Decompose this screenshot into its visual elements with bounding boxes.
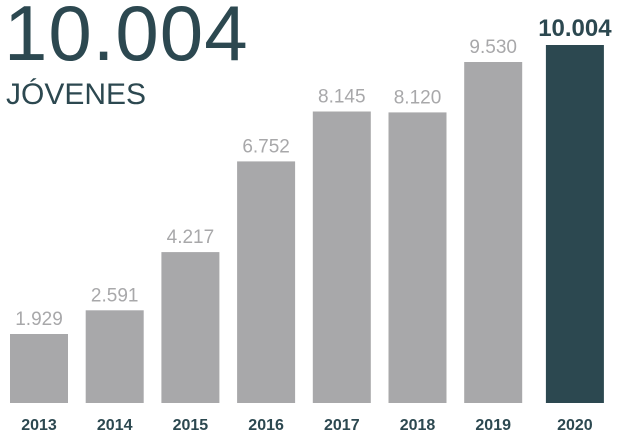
bar-2020: [545, 45, 604, 403]
x-tick-label-2014: 2014: [97, 417, 133, 432]
bar-2019: [464, 62, 523, 403]
x-tick-label-2018: 2018: [400, 417, 436, 432]
value-label-2020: 10.004: [538, 15, 612, 42]
headline-label: JÓVENES: [6, 78, 147, 111]
value-label-2017: 8.145: [318, 87, 366, 108]
value-label-2013: 1.929: [15, 309, 63, 330]
bar-2016: [237, 161, 296, 403]
value-label-2018: 8.120: [394, 87, 442, 108]
x-tick-label-2015: 2015: [173, 417, 209, 432]
x-tick-label-2020: 2020: [557, 417, 593, 432]
x-tick-label-2017: 2017: [324, 417, 360, 432]
bar-2018: [388, 112, 447, 404]
x-tick-label-2013: 2013: [21, 417, 57, 432]
headline-value: 10.004: [4, 0, 249, 77]
value-label-2015: 4.217: [167, 227, 215, 248]
value-label-2016: 6.752: [242, 136, 290, 157]
value-label-2014: 2.591: [91, 285, 139, 306]
value-label-2019: 9.530: [469, 37, 517, 58]
bar-2017: [312, 111, 371, 403]
bar-2014: [85, 310, 144, 403]
x-tick-label-2016: 2016: [248, 417, 284, 432]
bar-2015: [161, 252, 220, 403]
bar-2013: [10, 334, 68, 403]
x-tick-label-2019: 2019: [475, 417, 511, 432]
